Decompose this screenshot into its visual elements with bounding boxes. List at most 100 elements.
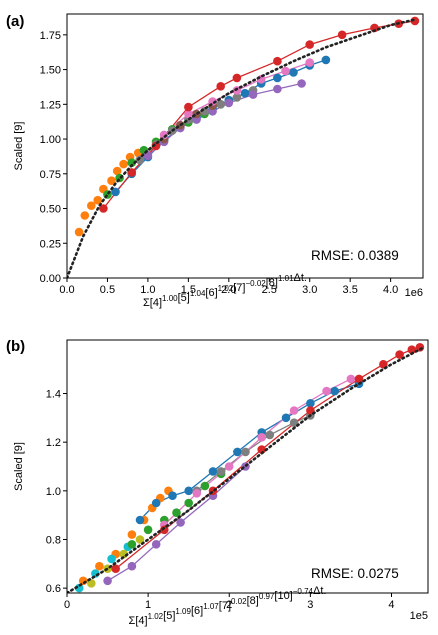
chart-0-x-offset-label: 1e6	[405, 287, 423, 299]
chart-1-series-4-point	[151, 498, 161, 508]
panel-a: 0.0 0.5 1.0 1.5 2.0 2.5 3.0 3.5 4.0 0.00 0.25 0.50 0…	[6, 13, 424, 309]
chart-1-y-tick-label: 1.0	[46, 486, 61, 498]
chart-1-y-tick-label: 1.4	[46, 389, 61, 401]
chart-1-series-1-point	[107, 554, 116, 564]
chart-0-series-0-point	[112, 166, 122, 176]
chart-0-x-tick-label: 0.5	[100, 284, 115, 296]
chart-1-series-8-point	[160, 525, 169, 535]
chart-0-y-tick-label: 1.25	[40, 99, 61, 111]
chart-1-series-6-point	[176, 518, 185, 527]
chart-0-series-2-line	[115, 59, 327, 193]
chart-1-series-3-point	[143, 525, 153, 535]
chart-1-rmse-annotation: RMSE: 0.0275	[311, 566, 399, 581]
chart-0-series-7-point	[216, 82, 225, 91]
chart-1-x-axis-label-exponent: 1.02	[148, 612, 164, 621]
chart-1-x-axis-label-exponent: 1.09	[175, 607, 191, 616]
chart-0-x-axis-label-exponent: 1.04	[190, 289, 206, 298]
chart-0-series-7-point	[127, 168, 136, 177]
chart-0-x-axis-label: Σ[4]1.00[5]1.04[6]1.02[7]−0.02[8]1.01Δt.	[143, 272, 307, 309]
chart-1-x-axis-label-part: [8]	[247, 595, 259, 607]
chart-1-series-4-point	[208, 467, 218, 476]
chart-0-series-2-point	[240, 88, 250, 98]
chart-1-axes-frame	[66, 339, 429, 594]
chart-0-x-tick-label: 4.0	[383, 284, 398, 296]
chart-1-series-5-point	[265, 430, 275, 440]
chart-0-panel-label: (a)	[6, 13, 24, 30]
chart-0-y-tick-label: 1.00	[40, 134, 61, 146]
chart-1-series-5-point	[241, 447, 250, 457]
chart-0-x-tick-label: 0.0	[59, 284, 74, 296]
chart-0-series-7-point	[232, 73, 242, 83]
chart-0-series-6-point	[281, 66, 290, 76]
chart-0-axes-frame	[66, 13, 424, 279]
chart-1-y-tick-label: 0.6	[46, 583, 61, 595]
chart-0-series-6-point	[305, 58, 315, 67]
chart-1-plot-area	[67, 343, 426, 593]
chart-0-series-0-point	[87, 201, 96, 210]
chart-1-series-7-point	[192, 489, 202, 498]
chart-1-series-6-line	[107, 466, 246, 582]
chart-1-series-6-point	[103, 576, 112, 586]
chart-0-series-4-point	[273, 84, 282, 94]
chart-1-series-3-point	[127, 540, 137, 549]
chart-1-series-2-point	[135, 535, 145, 544]
chart-0-fit-line	[67, 18, 417, 278]
chart-1-series-4-point	[168, 491, 177, 501]
chart-1-series-6-point	[127, 561, 137, 571]
chart-1-x-axis-label-part: [6]	[191, 605, 203, 617]
chart-0-y-tick-label: 0.00	[40, 273, 61, 285]
chart-1-series-4-point	[184, 486, 193, 496]
chart-1-series-3-point	[184, 498, 193, 508]
chart-1-x-axis-label: Σ[4]1.02[5]1.09[6]1.07[7]0.02[8]0.97[10]…	[129, 585, 327, 627]
chart-1-x-axis-label-exponent: 0.02	[231, 597, 247, 606]
chart-1-x-axis-label-part: Σ[4]	[129, 615, 148, 627]
chart-0-x-axis-label-exponent: 1.02	[218, 284, 234, 293]
chart-1-series-4-point	[233, 447, 242, 457]
chart-1-series-8-point	[111, 564, 120, 573]
chart-0-series-4-point	[224, 98, 234, 108]
chart-0-series-0-point	[93, 195, 102, 205]
chart-1-x-axis-label-exponent: −0.74	[293, 587, 314, 596]
chart-1-series-4-point	[330, 386, 340, 396]
chart-1-series-7-point	[322, 386, 331, 396]
chart-0-y-tick-label: 1.75	[40, 30, 61, 42]
chart-0-series-6-point	[184, 109, 193, 119]
chart-0-series-7-point	[273, 56, 282, 66]
chart-0-x-axis-label-part: Σ[4]	[143, 297, 162, 309]
chart-0-series-4-line	[147, 82, 302, 157]
chart-1-y-tick-label: 1.2	[46, 437, 61, 449]
chart-0-series-7-point	[370, 23, 379, 33]
chart-1-y-tick-label: 0.8	[46, 534, 61, 546]
chart-0-x-tick-label: 1.0	[140, 284, 155, 296]
chart-0-series-1-point	[127, 158, 136, 167]
chart-0-series-2-point	[273, 73, 282, 83]
chart-0-series-6-point	[159, 130, 169, 140]
chart-0-y-tick-label: 0.25	[40, 238, 61, 250]
chart-0-series-0-point	[119, 159, 128, 169]
chart-1-x-tick-label: 2	[226, 599, 232, 611]
chart-0-y-tick-label: 0.75	[40, 169, 61, 181]
chart-0-series-4-point	[297, 79, 306, 88]
chart-1-x-axis-label-part: Δt.	[313, 585, 326, 597]
chart-1-x-axis-label-part: [7]	[219, 600, 231, 612]
chart-0-x-tick-label: 3.5	[343, 284, 358, 296]
chart-1-x-offset-label: 1e5	[410, 610, 428, 622]
chart-1-x-tick-label: 0	[64, 599, 70, 611]
chart-0-y-axis-label: Scaled [9]	[13, 122, 25, 171]
chart-1-x-tick-label: 3	[307, 599, 313, 611]
chart-1-x-axis-label-exponent: 1.07	[203, 602, 219, 611]
chart-1-series-7-point	[224, 462, 234, 471]
chart-0-x-axis-label-part: [7]	[233, 282, 245, 294]
chart-0-series-7-point	[305, 40, 315, 49]
chart-1-series-4-point	[281, 413, 291, 423]
chart-0-series-0-point	[107, 176, 116, 185]
chart-1-series-3-point	[172, 508, 181, 517]
chart-0-series-7-point	[337, 30, 347, 40]
chart-1-x-axis-label-part: [5]	[163, 610, 175, 622]
chart-0-series-7-point	[99, 204, 108, 213]
chart-1-series-7-point	[257, 433, 267, 442]
chart-0-y-tick-label: 1.50	[40, 65, 61, 77]
chart-0-x-axis-label-exponent: −0.02	[245, 279, 266, 288]
chart-0-x-tick-label: 3.0	[302, 284, 317, 296]
